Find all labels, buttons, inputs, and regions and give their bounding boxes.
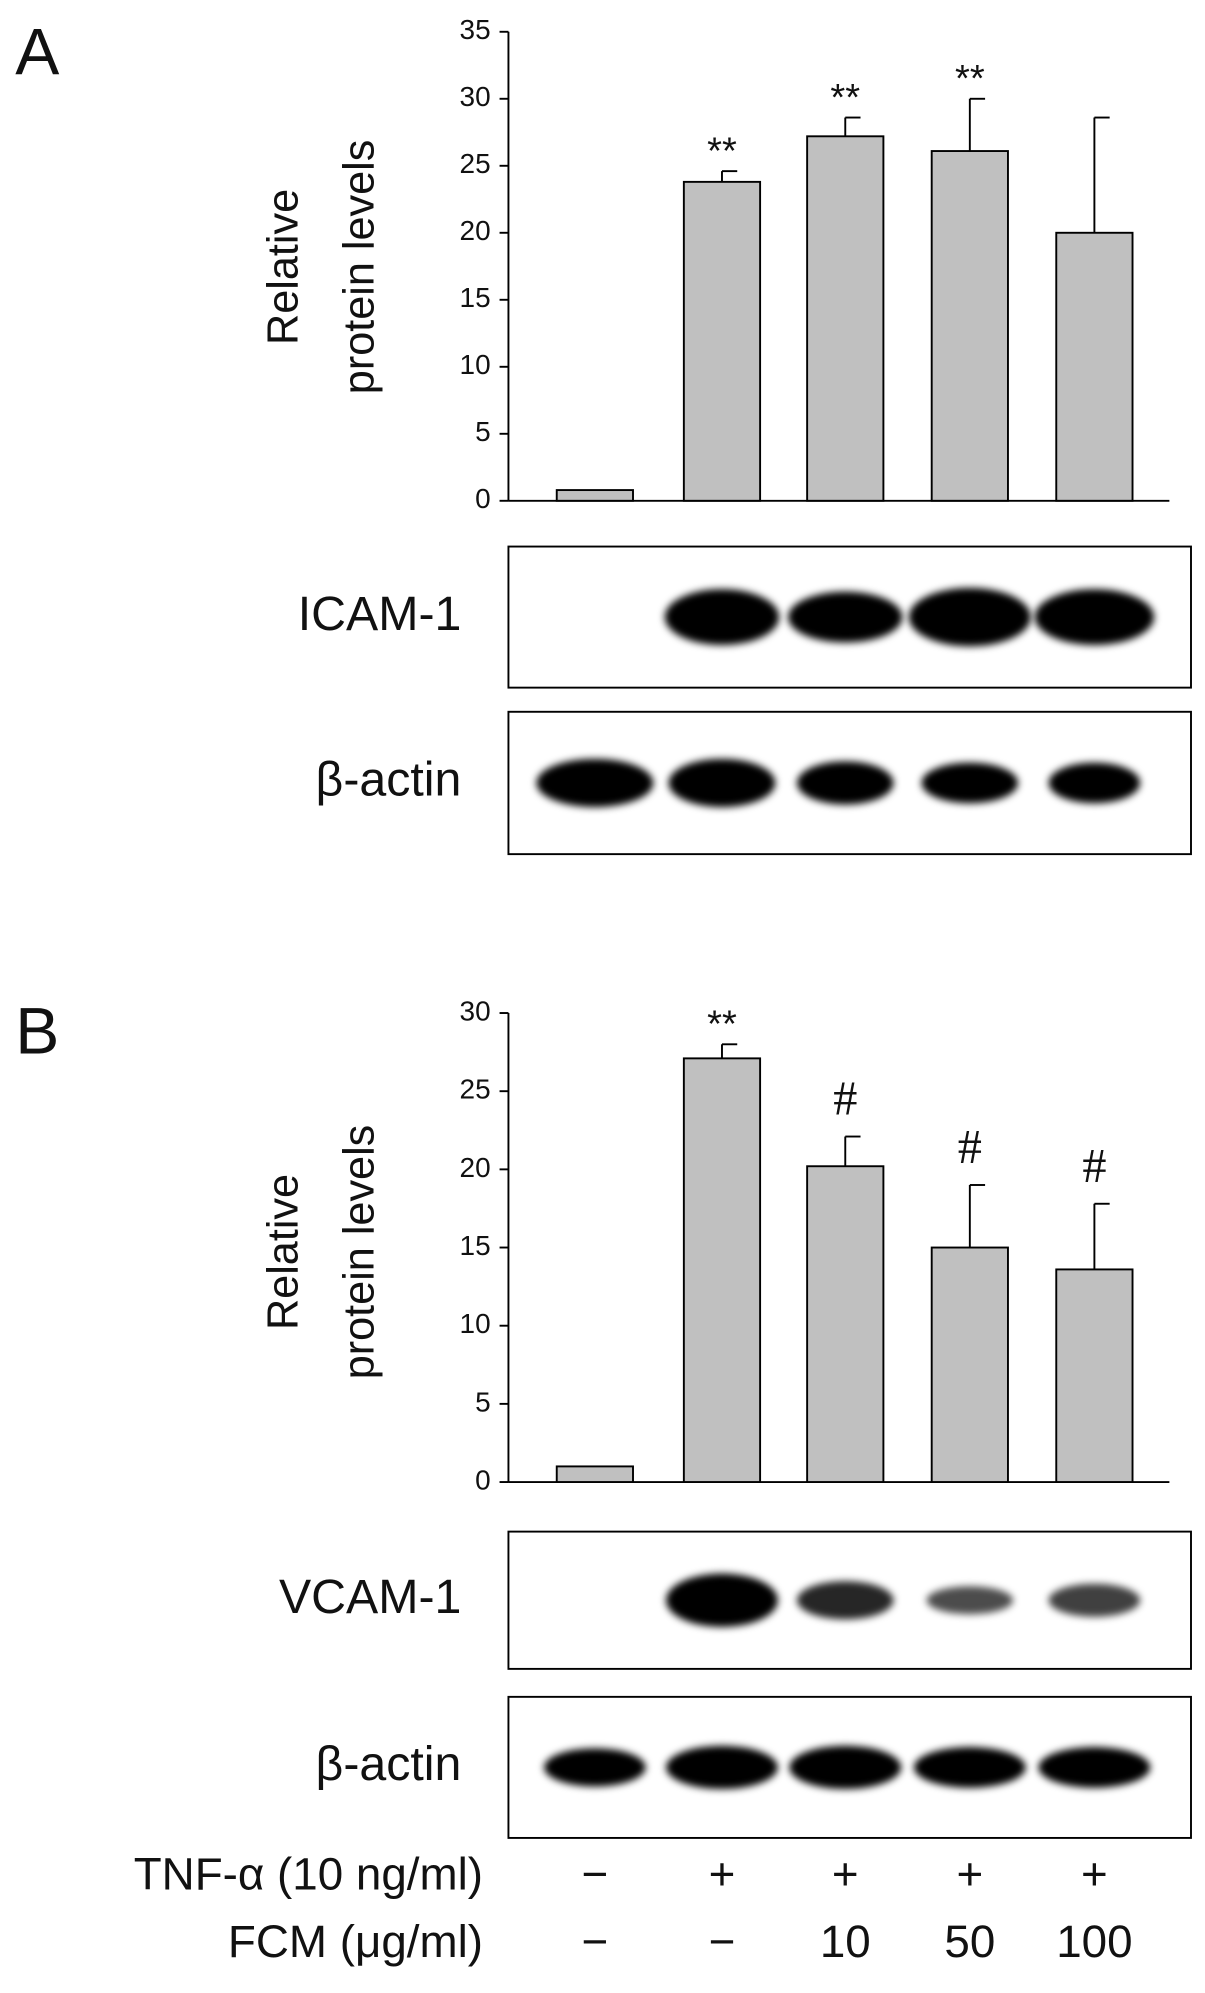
blot-label: β-actin — [316, 753, 462, 807]
blot-band — [664, 589, 780, 646]
blot-band — [1048, 762, 1141, 804]
y-tick-label: 5 — [475, 1386, 491, 1417]
blot-band — [789, 1745, 902, 1789]
condition-value: 100 — [1056, 1916, 1132, 1967]
significance-label: ** — [707, 129, 737, 172]
y-axis-label: protein levels — [336, 1125, 384, 1380]
blot-label: ICAM-1 — [298, 587, 462, 641]
condition-value: + — [709, 1848, 736, 1899]
condition-value: − — [582, 1916, 609, 1967]
error-bar — [968, 1184, 986, 1248]
significance-label: ** — [955, 57, 985, 100]
y-tick-label: 25 — [460, 1074, 491, 1105]
panel-label: B — [15, 994, 59, 1068]
condition-value: 10 — [820, 1916, 871, 1967]
bar — [930, 150, 1009, 502]
blot-band — [796, 761, 894, 805]
bar — [1055, 231, 1134, 502]
error-bar — [1093, 116, 1110, 233]
significance-label: # — [958, 1121, 982, 1174]
condition-label: FCM (μg/ml) — [228, 1916, 483, 1967]
significance-label: ** — [830, 76, 860, 119]
error-bar — [721, 1043, 738, 1059]
error-bar — [844, 1135, 861, 1167]
y-tick-label: 15 — [460, 1230, 491, 1261]
condition-value: + — [956, 1848, 983, 1899]
blot-band — [666, 1573, 778, 1627]
bar — [1055, 1268, 1134, 1483]
error-bar — [968, 97, 986, 152]
bar — [555, 1465, 634, 1483]
blot-band — [1034, 589, 1155, 646]
y-tick-label: 10 — [460, 1308, 491, 1339]
y-axis-label: Relative — [259, 189, 307, 345]
y-tick-label: 25 — [460, 148, 491, 179]
y-tick-label: 0 — [475, 1464, 491, 1495]
condition-value: 50 — [944, 1916, 995, 1967]
blot-band — [926, 1586, 1014, 1615]
significance-label: # — [1082, 1140, 1106, 1193]
error-bar — [721, 170, 738, 182]
y-tick-label: 0 — [475, 483, 491, 514]
error-bar — [844, 116, 861, 137]
bar — [555, 489, 634, 502]
blot-band — [666, 1745, 778, 1789]
bar — [682, 180, 762, 502]
blot-band — [913, 1747, 1026, 1788]
panel-label: A — [15, 16, 59, 90]
significance-label: # — [833, 1073, 857, 1126]
y-tick-label: 30 — [460, 81, 491, 112]
blot-band — [788, 591, 903, 643]
y-axis-label: protein levels — [336, 140, 384, 395]
condition-label: TNF-α (10 ng/ml) — [134, 1848, 483, 1899]
blot-band — [921, 762, 1019, 804]
blot-band — [536, 758, 654, 808]
significance-label: ** — [707, 1003, 737, 1046]
y-tick-label: 15 — [460, 282, 491, 313]
blot-band — [1038, 1747, 1151, 1788]
y-axis-label: Relative — [259, 1174, 307, 1330]
blot-band — [544, 1748, 646, 1787]
condition-value: − — [709, 1916, 736, 1967]
y-tick-label: 35 — [460, 14, 491, 45]
bar — [806, 1165, 885, 1483]
blot-band — [908, 587, 1031, 647]
blot-label: β-actin — [316, 1737, 462, 1791]
blot-band — [668, 758, 776, 808]
condition-value: + — [832, 1848, 859, 1899]
bar — [682, 1057, 762, 1483]
condition-value: + — [1081, 1848, 1108, 1899]
y-tick-label: 20 — [460, 1152, 491, 1183]
blot-label: VCAM-1 — [279, 1570, 461, 1624]
blot-band — [1048, 1583, 1141, 1617]
y-tick-label: 30 — [460, 995, 491, 1026]
y-tick-label: 5 — [475, 416, 491, 447]
error-bar — [1093, 1202, 1110, 1270]
y-tick-label: 10 — [460, 349, 491, 380]
bar — [930, 1246, 1009, 1483]
condition-value: − — [582, 1848, 609, 1899]
blot-band — [796, 1581, 894, 1620]
bar — [806, 135, 885, 502]
y-tick-label: 20 — [460, 215, 491, 246]
